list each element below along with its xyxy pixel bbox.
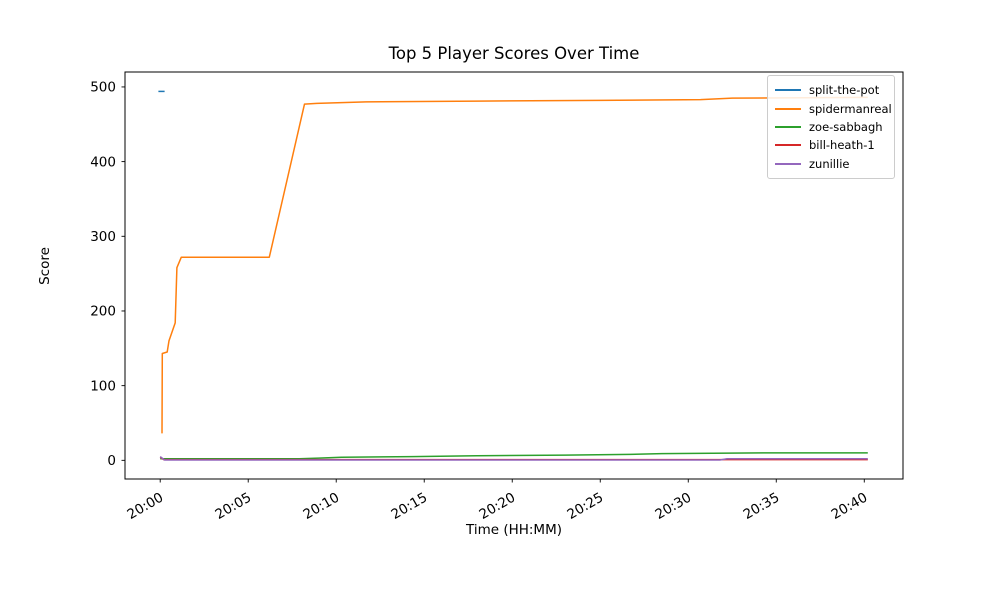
x-tick-label: 20:20 bbox=[477, 490, 519, 523]
x-tick-label: 20:05 bbox=[213, 490, 255, 523]
x-tick-label: 20:00 bbox=[125, 490, 167, 523]
y-tick-label: 500 bbox=[90, 80, 116, 96]
x-tick-label: 20:40 bbox=[829, 490, 871, 523]
legend-line-swatch bbox=[775, 125, 801, 128]
series-line-zunillie bbox=[159, 456, 868, 461]
legend-line-swatch bbox=[775, 144, 801, 147]
x-tick-label: 20:10 bbox=[301, 490, 343, 523]
series-line-spidermanreal bbox=[161, 96, 868, 434]
plot-border bbox=[124, 71, 904, 480]
x-tick-label: 20:15 bbox=[389, 490, 431, 523]
legend-item-zoe-sabbagh: zoe-sabbagh bbox=[775, 118, 887, 136]
legend-box: split-the-pot spidermanreal zoe-sabbagh bil… bbox=[767, 75, 895, 179]
legend-label: spidermanreal bbox=[809, 101, 892, 116]
legend-line-swatch bbox=[775, 107, 801, 110]
y-axis-label: Score bbox=[37, 247, 53, 285]
legend-line-swatch bbox=[775, 162, 801, 165]
legend-label: zunillie bbox=[809, 156, 850, 171]
series-line-zoe-sabbagh bbox=[160, 452, 868, 460]
legend-line-swatch bbox=[775, 89, 801, 92]
y-tick-label: 400 bbox=[90, 154, 116, 170]
legend-label: split-the-pot bbox=[809, 83, 880, 98]
legend-item-zunillie: zunillie bbox=[775, 155, 887, 173]
legend-item-bill-heath-1: bill-heath-1 bbox=[775, 136, 887, 154]
x-tick-label: 20:30 bbox=[653, 490, 695, 523]
y-tick-label: 200 bbox=[90, 304, 116, 320]
y-tick-label: 100 bbox=[90, 378, 116, 394]
legend-item-spidermanreal: spidermanreal bbox=[775, 99, 892, 117]
y-tick-label: 0 bbox=[107, 453, 116, 469]
x-tick-label: 20:25 bbox=[565, 490, 607, 523]
y-tick-label: 300 bbox=[90, 229, 116, 245]
chart-title: Top 5 Player Scores Over Time bbox=[388, 44, 640, 63]
x-axis-label: Time (HH:MM) bbox=[465, 522, 562, 538]
legend-label: zoe-sabbagh bbox=[809, 119, 883, 134]
legend-label: bill-heath-1 bbox=[809, 138, 875, 153]
x-tick-label: 20:35 bbox=[741, 490, 783, 523]
legend-item-split-the-pot: split-the-pot bbox=[775, 81, 887, 99]
